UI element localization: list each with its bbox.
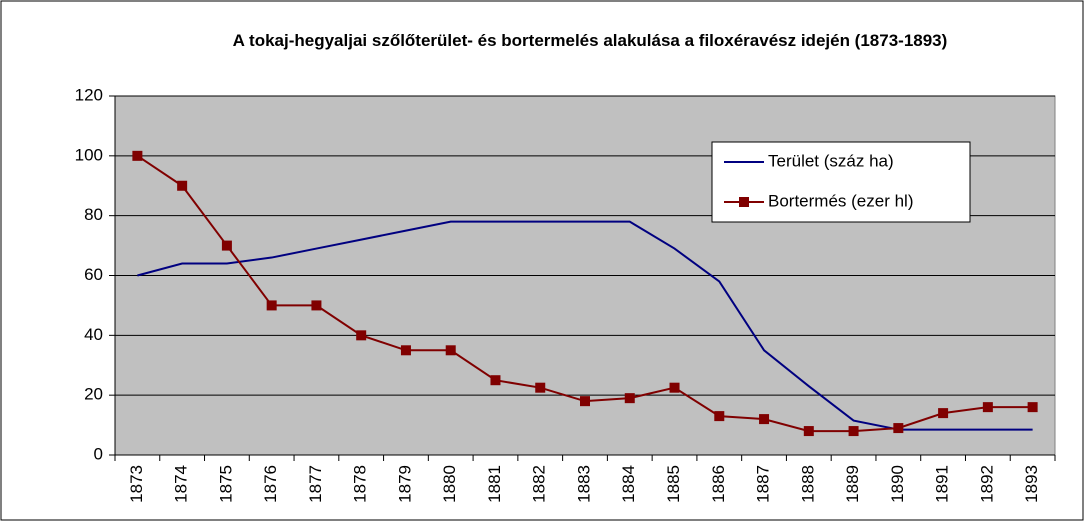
x-tick-label: 1883 [574,465,593,503]
chart-title: A tokaj-hegyaljai szőlőterület- és borte… [232,31,948,50]
x-tick-label: 1882 [530,465,549,503]
legend-marker [739,197,749,207]
x-tick-label: 1893 [1022,465,1041,503]
y-tick-label: 40 [84,325,103,344]
x-tick-label: 1881 [485,465,504,503]
x-tick-label: 1879 [395,465,414,503]
marker [445,345,456,356]
marker [132,150,143,161]
y-tick-label: 80 [84,205,103,224]
x-tick-label: 1877 [306,465,325,503]
marker [311,300,322,311]
marker [714,411,725,422]
x-tick-label: 1878 [351,465,370,503]
series-line [137,220,1033,431]
marker [803,426,814,437]
marker [1027,402,1038,413]
x-tick-label: 1888 [798,465,817,503]
marker [938,408,949,419]
y-tick-label: 60 [84,265,103,284]
legend-box [711,141,971,223]
marker [266,300,277,311]
marker [177,180,188,191]
marker [535,382,546,393]
marker [848,426,859,437]
marker [221,240,232,251]
legend-label: Terület (száz ha) [768,151,894,170]
marker [400,345,411,356]
y-tick-label: 100 [75,145,103,164]
x-tick-label: 1875 [216,465,235,503]
marker [982,402,993,413]
marker [759,414,770,425]
x-tick-label: 1876 [261,465,280,503]
legend-label: Bortermés (ezer hl) [768,191,913,210]
x-tick-label: 1889 [843,465,862,503]
marker [356,330,367,341]
marker [490,375,501,386]
marker [669,382,680,393]
x-tick-label: 1873 [127,465,146,503]
x-tick-label: 1874 [172,465,191,503]
x-tick-label: 1887 [754,465,773,503]
y-tick-label: 20 [84,385,103,404]
x-tick-label: 1885 [664,465,683,503]
x-tick-label: 1886 [709,465,728,503]
x-tick-label: 1880 [440,465,459,503]
y-tick-label: 0 [94,444,103,463]
marker [893,423,904,434]
x-tick-label: 1891 [933,465,952,503]
x-tick-label: 1884 [619,465,638,503]
y-tick-label: 120 [75,85,103,104]
marker [624,393,635,404]
marker [580,396,590,407]
x-tick-label: 1892 [977,465,996,503]
x-tick-label: 1890 [888,465,907,503]
